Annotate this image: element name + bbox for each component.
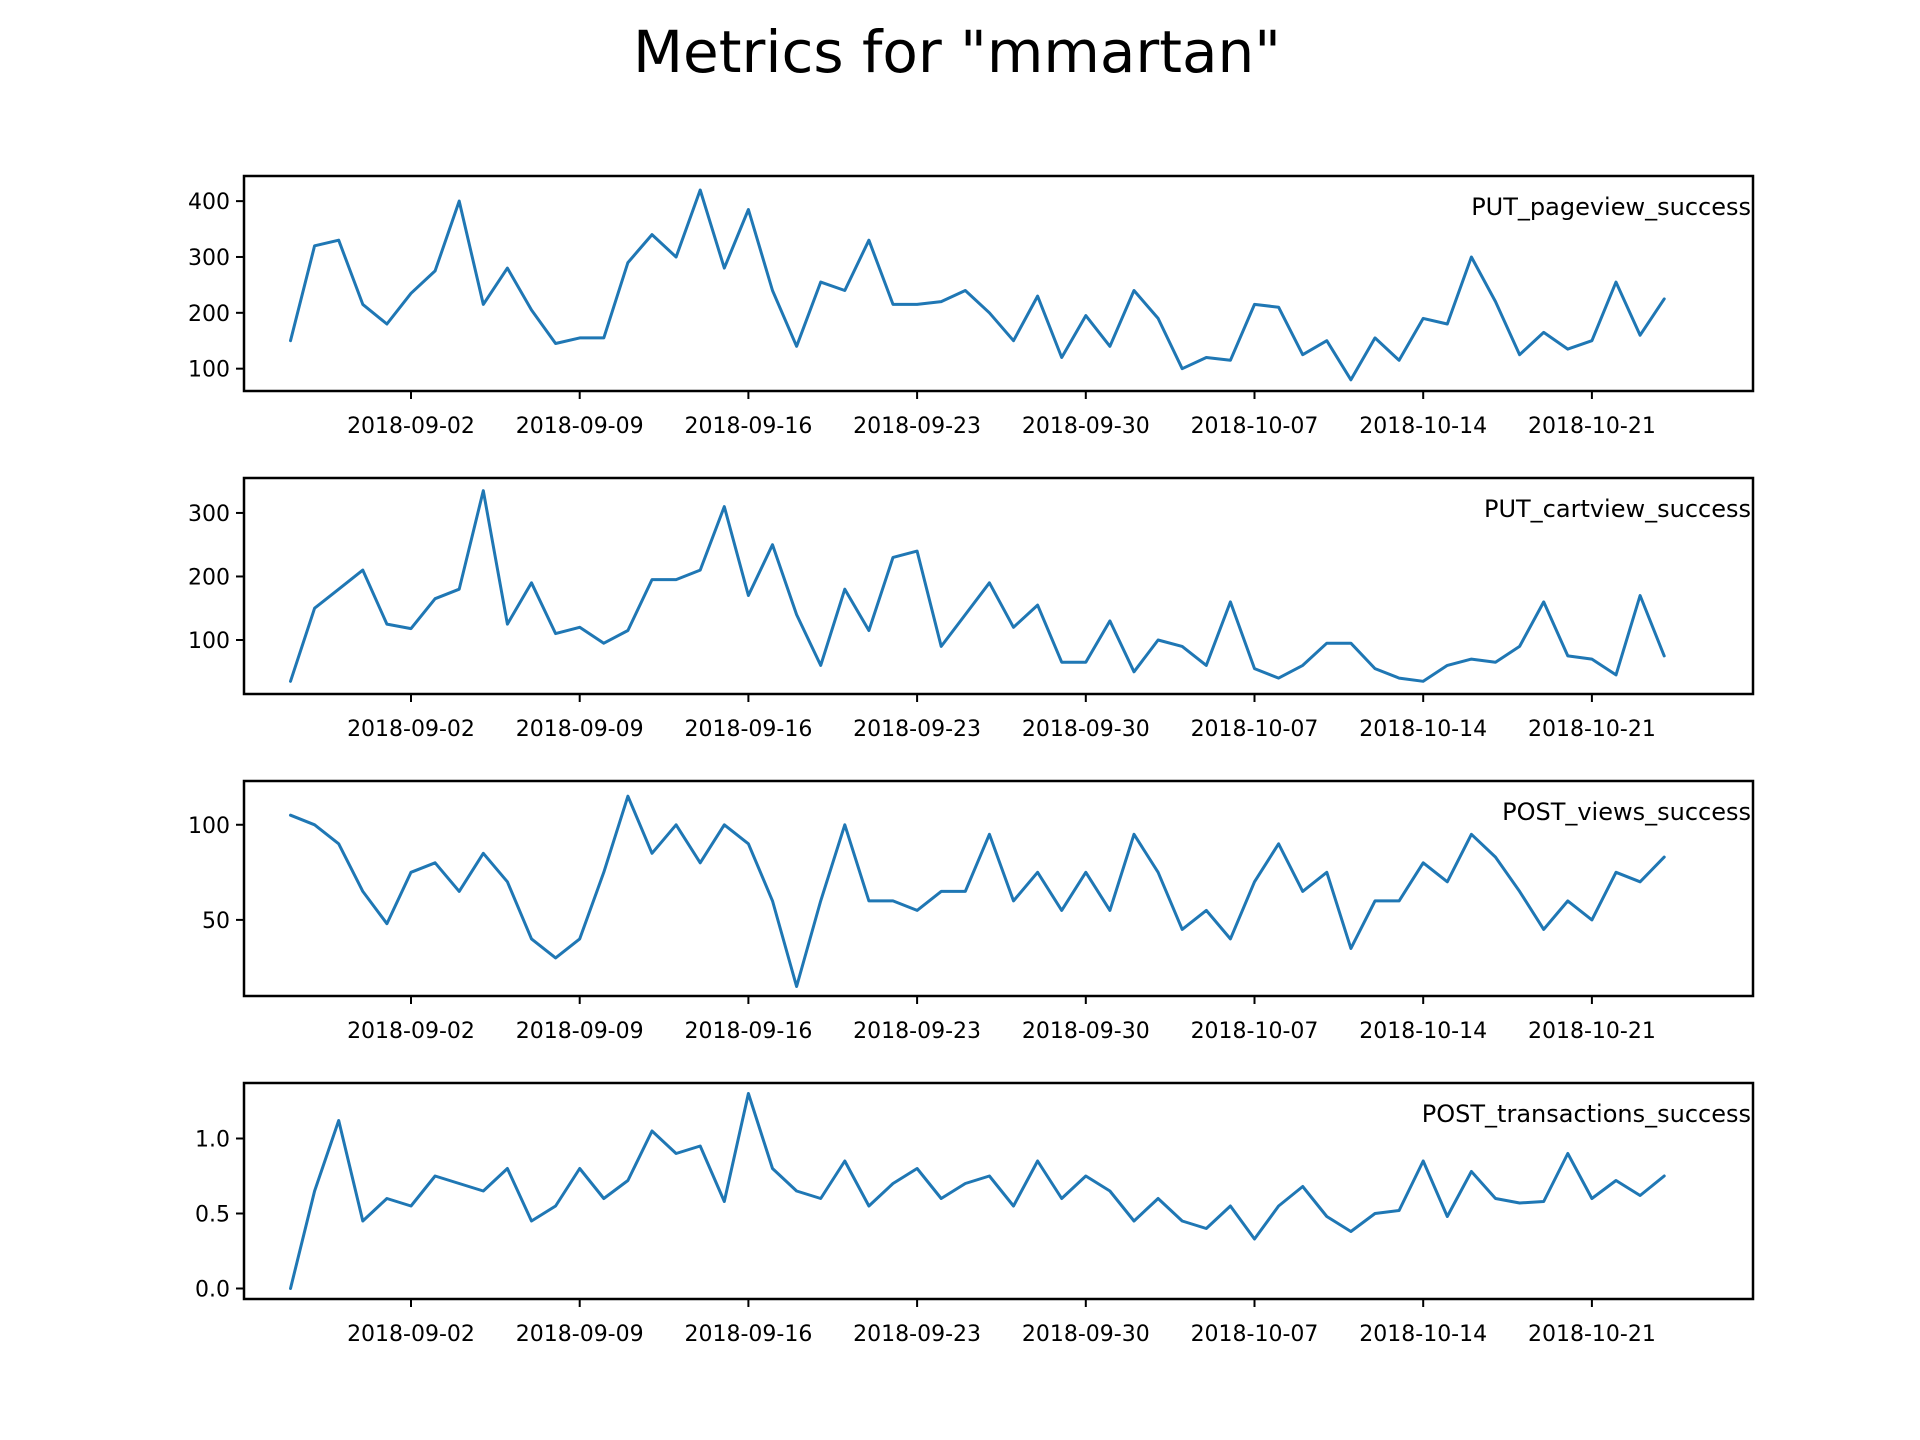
x-tick-label: 2018-09-23 <box>853 414 981 439</box>
x-tick-label: 2018-09-23 <box>853 717 981 742</box>
x-tick-label: 2018-09-16 <box>684 1019 812 1044</box>
x-tick-label: 2018-09-30 <box>1022 1322 1150 1347</box>
subplot-1: 100 200 300 400 2018-09-02 2018-09-09 2018-09-… <box>188 174 1755 439</box>
y-tick-label: 300 <box>188 246 230 271</box>
y-tick-label: 100 <box>188 814 230 839</box>
subplot-3: 50 100 2018-09-02 2018-09-09 2018-09-16 2018-… <box>188 779 1755 1044</box>
x-tick-label: 2018-09-16 <box>684 1322 812 1347</box>
series-label: PUT_cartview_success <box>1484 495 1751 523</box>
y-tick-label: 50 <box>202 909 230 934</box>
y-tick-label: 400 <box>188 190 230 215</box>
x-tick-label: 2018-09-16 <box>684 414 812 439</box>
series-label: POST_views_success <box>1502 798 1751 826</box>
x-tick-label: 2018-10-21 <box>1528 1322 1656 1347</box>
y-tick-label: 200 <box>188 565 230 590</box>
subplots: 100 200 300 400 2018-09-02 2018-09-09 2018-09-… <box>188 174 1755 1347</box>
series-label: POST_transactions_success <box>1422 1100 1751 1128</box>
x-tick-label: 2018-09-23 <box>853 1019 981 1044</box>
subplot-4: 0.0 0.5 1.0 2018-09-02 2018-09-09 2018-09-16 2… <box>195 1081 1755 1347</box>
x-tick-label: 2018-09-30 <box>1022 717 1150 742</box>
x-tick-label: 2018-10-14 <box>1359 1019 1487 1044</box>
series-line <box>289 188 1666 382</box>
x-tick-label: 2018-09-30 <box>1022 1019 1150 1044</box>
series-line <box>289 794 1666 988</box>
x-tick-label: 2018-09-09 <box>516 1322 644 1347</box>
x-tick-label: 2018-09-02 <box>347 1019 475 1044</box>
plot-frame <box>242 1081 1755 1301</box>
x-tick-label: 2018-09-09 <box>516 1019 644 1044</box>
y-tick-label: 300 <box>188 502 230 527</box>
x-tick-label: 2018-10-21 <box>1528 1019 1656 1044</box>
y-tick-label: 100 <box>188 358 230 383</box>
plot-frame <box>242 174 1755 393</box>
x-tick-label: 2018-10-21 <box>1528 717 1656 742</box>
y-tick-label: 0.0 <box>195 1278 230 1303</box>
x-tick-label: 2018-10-07 <box>1191 1019 1319 1044</box>
x-tick-label: 2018-09-23 <box>853 1322 981 1347</box>
series-line <box>289 489 1666 683</box>
x-tick-label: 2018-09-02 <box>347 1322 475 1347</box>
x-tick-label: 2018-10-14 <box>1359 414 1487 439</box>
x-tick-label: 2018-10-07 <box>1191 717 1319 742</box>
subplot-2: 100 200 300 2018-09-02 2018-09-09 2018-09-16 2… <box>188 476 1755 742</box>
y-tick-label: 200 <box>188 302 230 327</box>
y-tick-label: 0.5 <box>195 1203 230 1228</box>
x-tick-label: 2018-10-07 <box>1191 414 1319 439</box>
x-tick-label: 2018-10-07 <box>1191 1322 1319 1347</box>
series-label: PUT_pageview_success <box>1471 193 1751 221</box>
y-tick-label: 100 <box>188 629 230 654</box>
plot-frame <box>242 779 1755 998</box>
x-tick-label: 2018-09-02 <box>347 717 475 742</box>
x-tick-label: 2018-09-09 <box>516 414 644 439</box>
x-tick-label: 2018-10-14 <box>1359 717 1487 742</box>
figure-title: Metrics for "mmartan" <box>633 18 1281 86</box>
x-tick-label: 2018-09-16 <box>684 717 812 742</box>
y-tick-label: 1.0 <box>195 1128 230 1153</box>
plot-frame <box>242 476 1755 696</box>
series-line <box>289 1092 1666 1290</box>
x-tick-label: 2018-09-09 <box>516 717 644 742</box>
x-tick-label: 2018-09-02 <box>347 414 475 439</box>
x-tick-label: 2018-10-14 <box>1359 1322 1487 1347</box>
x-tick-label: 2018-09-30 <box>1022 414 1150 439</box>
x-tick-label: 2018-10-21 <box>1528 414 1656 439</box>
